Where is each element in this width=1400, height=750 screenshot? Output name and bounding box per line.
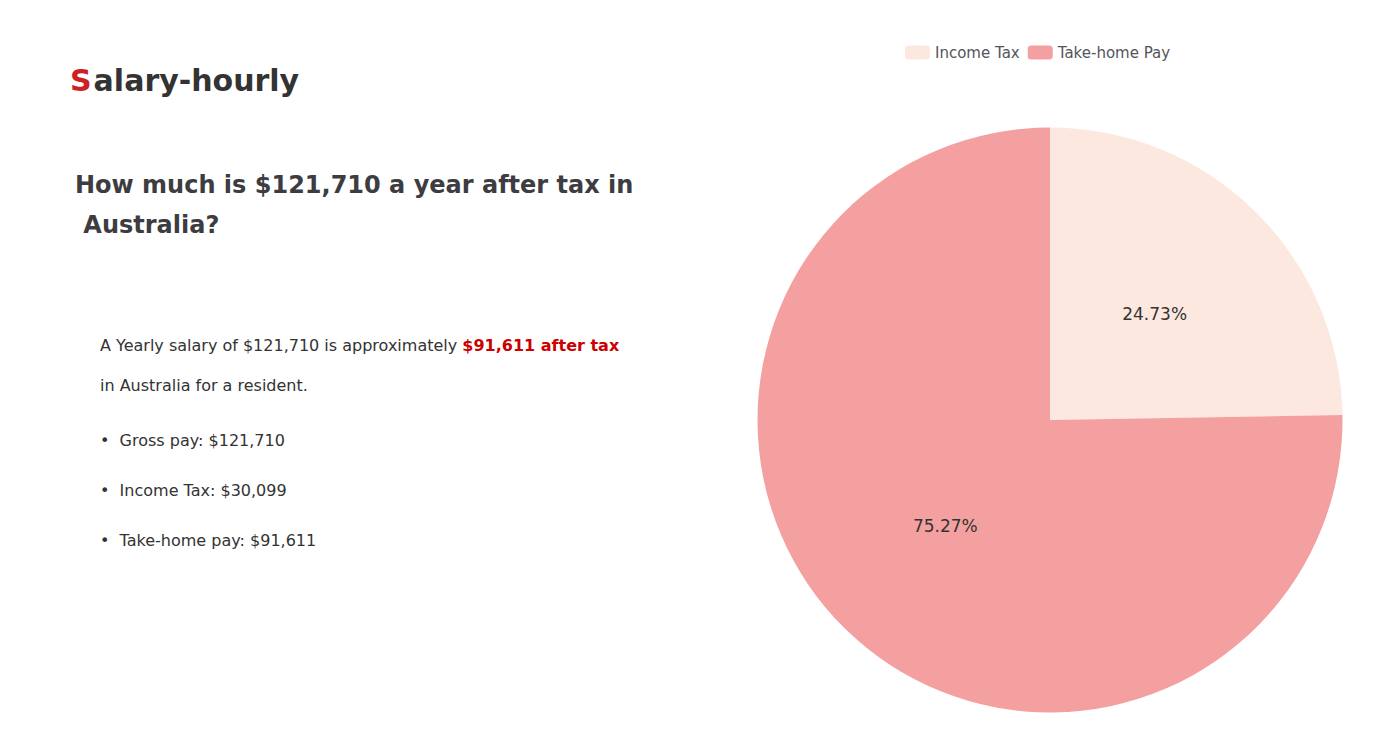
svg-text:How much is $121,710 a year af: How much is $121,710 a year after tax in bbox=[75, 171, 633, 199]
svg-text:• Gross pay: $121,710: • Gross pay: $121,710 bbox=[100, 431, 285, 450]
svg-text:Australia?: Australia? bbox=[75, 211, 219, 239]
svg-text:$91,611 after tax: $91,611 after tax bbox=[462, 336, 620, 355]
svg-text:Take-home Pay: Take-home Pay bbox=[1057, 44, 1171, 62]
svg-text:• Income Tax: $30,099: • Income Tax: $30,099 bbox=[100, 481, 287, 500]
svg-text:• Take-home pay: $91,611: • Take-home pay: $91,611 bbox=[100, 531, 316, 550]
svg-text:in Australia for a resident.: in Australia for a resident. bbox=[100, 376, 308, 395]
svg-text:alary-hourly: alary-hourly bbox=[94, 63, 300, 98]
svg-text:Income Tax: Income Tax bbox=[935, 44, 1020, 62]
svg-text:75.27%: 75.27% bbox=[913, 516, 978, 536]
svg-text:24.73%: 24.73% bbox=[1122, 304, 1187, 324]
svg-text:S: S bbox=[70, 63, 92, 98]
svg-text:A Yearly salary of $121,710 is: A Yearly salary of $121,710 is approxima… bbox=[100, 336, 462, 355]
